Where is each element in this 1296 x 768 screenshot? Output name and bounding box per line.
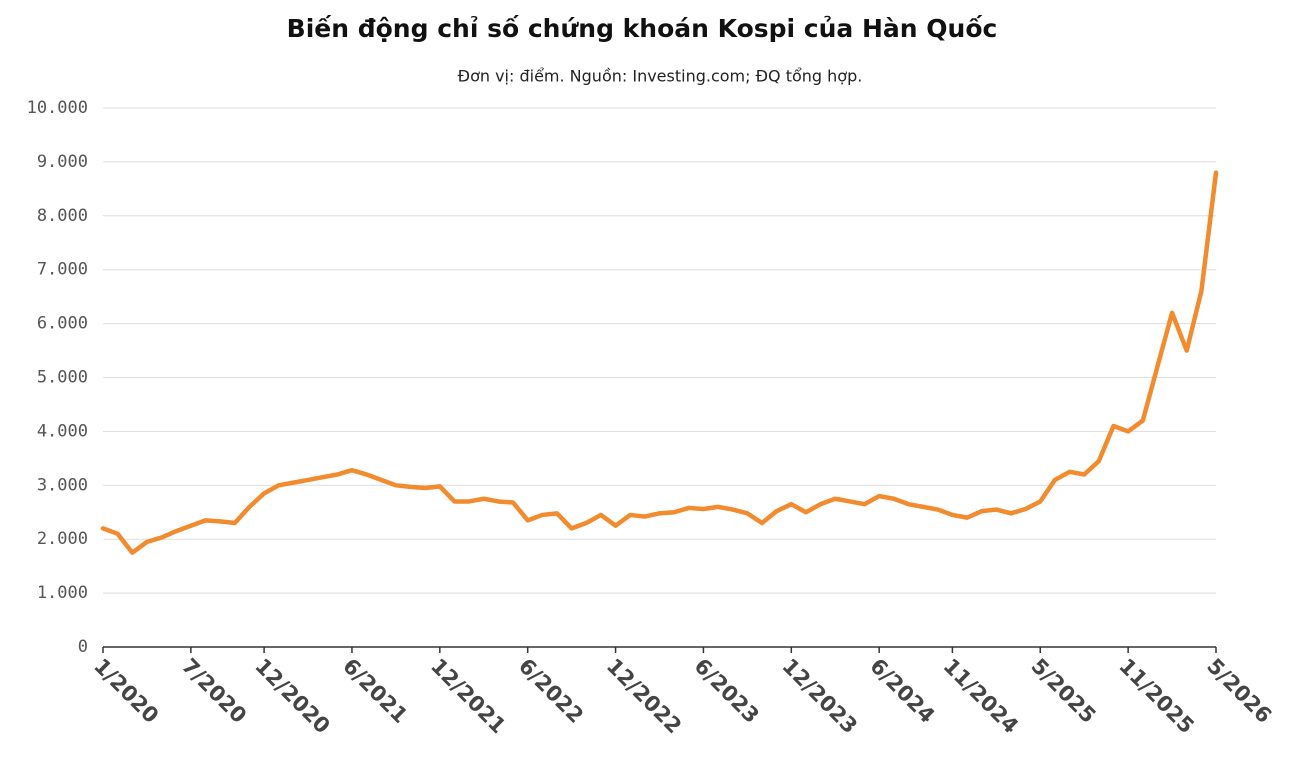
x-tick-label: 5/2025: [1026, 654, 1100, 728]
y-tick-label: 7.000: [37, 260, 88, 280]
y-tick-label: 4.000: [37, 421, 88, 441]
x-tick-label: 12/2020: [250, 654, 334, 738]
y-tick-label: 8.000: [37, 206, 88, 226]
x-tick-label: 12/2021: [426, 654, 510, 738]
x-tick-label: 7/2020: [177, 654, 251, 728]
x-tick-label: 1/2020: [89, 654, 163, 728]
x-tick-label: 6/2023: [690, 654, 764, 728]
y-tick-label: 10.000: [27, 98, 88, 118]
y-tick-label: 0: [78, 637, 88, 657]
x-tick-label: 5/2026: [1202, 654, 1276, 728]
x-tick-label: 12/2022: [602, 654, 686, 738]
x-tick-label: 6/2021: [338, 654, 412, 728]
chart-title: Biến động chỉ số chứng khoán Kospi của H…: [287, 14, 998, 43]
y-tick-label: 2.000: [37, 529, 88, 549]
y-tick-label: 9.000: [37, 152, 88, 172]
y-tick-label: 6.000: [37, 314, 88, 334]
y-tick-label: 3.000: [37, 475, 88, 495]
x-tick-label: 6/2024: [865, 654, 939, 728]
x-tick-label: 11/2024: [939, 654, 1023, 738]
y-tick-label: 5.000: [37, 368, 88, 388]
line: [100, 170, 1219, 555]
chart-subtitle: Đơn vị: điểm. Nguồn: Investing.com; ĐQ t…: [458, 67, 863, 86]
x-tick-label: 12/2023: [778, 654, 862, 738]
y-tick-label: 1.000: [37, 583, 88, 603]
x-tick-label: 6/2022: [514, 654, 588, 728]
x-tick-label: 11/2025: [1114, 654, 1198, 738]
